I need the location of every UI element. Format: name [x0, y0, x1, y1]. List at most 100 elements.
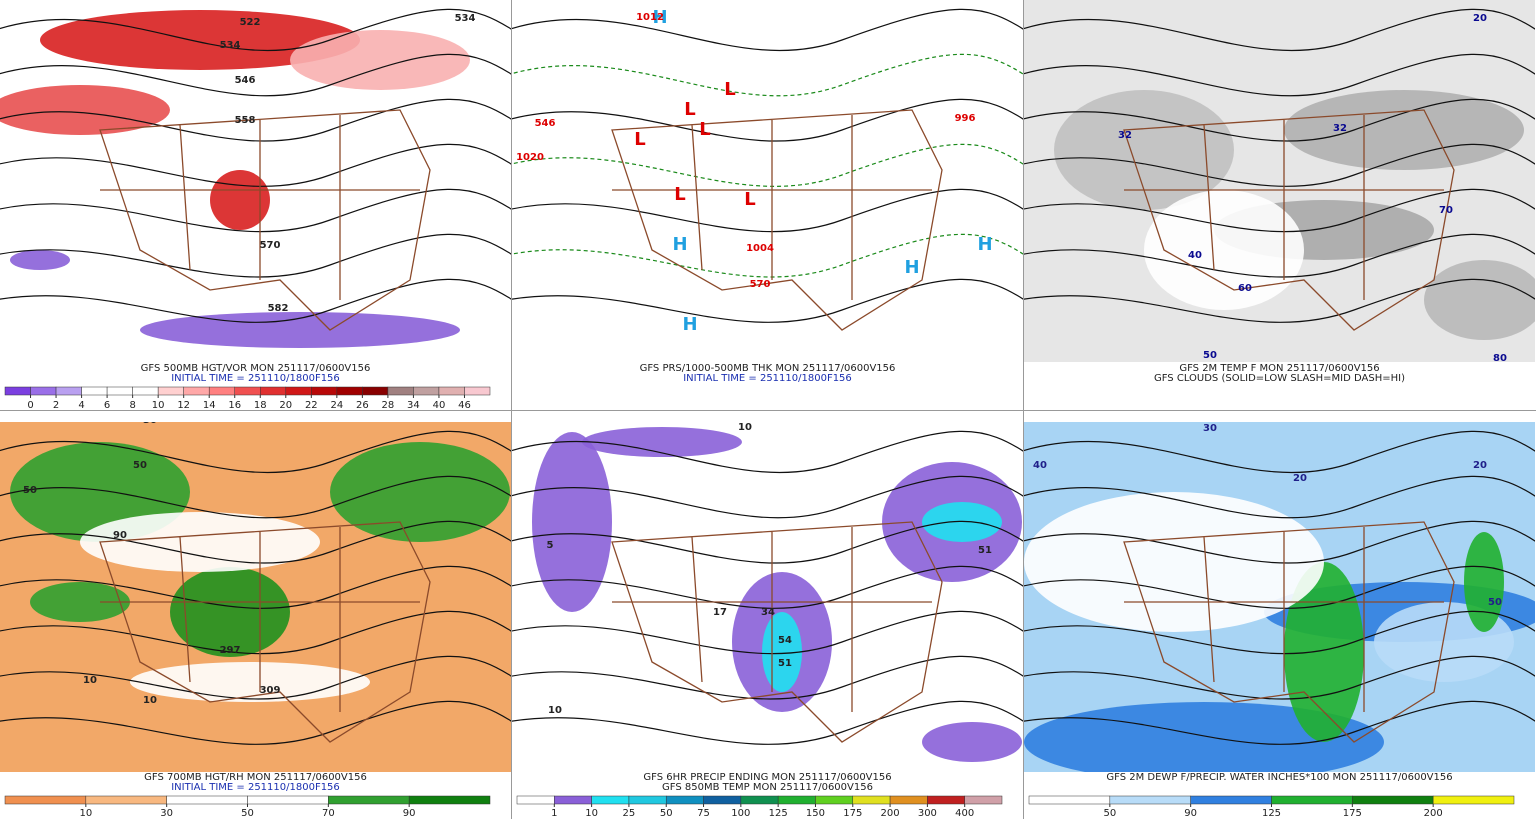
shaded-area [922, 502, 1002, 542]
colorbar-label: 200 [1424, 808, 1443, 819]
caption: GFS 6HR PRECIP ENDING MON 251117/0600V15… [643, 772, 891, 783]
contour-label: H [904, 257, 919, 278]
colorbar-segment [234, 386, 261, 396]
colorbar-segment [106, 386, 133, 396]
contour-label: 30 [143, 415, 157, 426]
contour-line [0, 233, 511, 278]
shaded-area [210, 170, 270, 230]
map-background [512, 0, 1023, 362]
shaded-area [1024, 492, 1324, 632]
colorbar-segment [166, 795, 248, 805]
contour-line [512, 565, 1023, 609]
contour-line [1024, 98, 1535, 142]
map: 32 40 50 60 70 80 32 20 [1024, 0, 1535, 362]
contour-line [0, 520, 511, 564]
contour-line [1024, 143, 1535, 187]
contour-line [1024, 278, 1535, 323]
colorbar-segment [183, 386, 210, 396]
contour-line [1024, 53, 1535, 97]
colorbar-segment [413, 386, 440, 396]
caption: GFS 700MB HGT/RH MON 251117/0600V156 [144, 772, 367, 783]
shaded-area [532, 432, 612, 612]
colorbar-label: 34 [407, 400, 420, 411]
colorbar-segment [247, 795, 329, 805]
caption: GFS 850MB TEMP MON 251117/0600V156 [662, 782, 873, 793]
colorbar-segment [703, 795, 742, 805]
contour-line [512, 520, 1023, 564]
map: 40 20 30 20 50 [1024, 422, 1535, 772]
contour-label: 32 [1333, 123, 1347, 134]
map: 534 546 558 570 582 522 534 [0, 0, 511, 362]
contour-line [0, 188, 511, 233]
colorbar-label: 26 [356, 400, 369, 411]
panel: 40 20 30 20 50 GFS 2M DEWP F/PRECIP. WATER IN… [1024, 422, 1535, 819]
shaded-area [290, 30, 470, 90]
contour-label: H [682, 314, 697, 335]
contour-label: 1004 [746, 243, 774, 254]
country-border [99, 109, 431, 331]
colorbar-segment [438, 386, 465, 396]
colorbar-segment [1271, 795, 1353, 805]
colorbar-label: 25 [623, 808, 636, 819]
contour-line [512, 53, 1023, 97]
contour-line [1024, 655, 1535, 700]
contour-label: 34 [761, 607, 775, 618]
contour-label: 17 [713, 607, 727, 618]
colorbar-segment [55, 386, 82, 396]
map: 5 17 34 54 51 51 10 10 [512, 422, 1023, 772]
contour-line [1024, 475, 1535, 519]
contour-line [1024, 188, 1535, 233]
contour-line [512, 8, 1023, 52]
contour-label: 10 [548, 705, 562, 716]
contour-line [512, 188, 1023, 233]
colorbar-segment [285, 386, 312, 396]
shaded-area [1144, 190, 1304, 310]
colorbar-segment [387, 386, 414, 396]
contour-label: 51 [978, 545, 992, 556]
colorbar-label: 18 [254, 400, 267, 411]
contour-label: 40 [1033, 460, 1047, 471]
colorbar-segment [1352, 795, 1434, 805]
contour-label: L [684, 99, 695, 120]
contour-label: 32 [1118, 130, 1132, 141]
colorbar-label: 10 [585, 808, 598, 819]
colorbar-label: 46 [458, 400, 471, 411]
colorbar-segment [311, 386, 338, 396]
colorbar-segment [4, 795, 87, 805]
colorbar-segment [81, 386, 108, 396]
colorbar-label: 200 [881, 808, 900, 819]
contour-label: 20 [1293, 473, 1307, 484]
shaded-area [330, 442, 510, 542]
colorbar-segment [85, 795, 167, 805]
shaded-area [170, 567, 290, 657]
colorbar-segment [554, 795, 592, 805]
colorbar-label: 400 [955, 808, 974, 819]
shaded-area [140, 312, 460, 348]
colorbar-label: 14 [203, 400, 216, 411]
contour-line [0, 475, 511, 519]
colorbar-segment [132, 386, 159, 396]
contour-line [1024, 8, 1535, 52]
contour-line [1024, 700, 1535, 745]
contour-line [512, 98, 1023, 142]
contour-line [0, 98, 511, 142]
shaded-area [1464, 532, 1504, 632]
contour-label: 570 [750, 279, 771, 290]
colorbar-segment [260, 386, 287, 396]
colorbar-segment [328, 795, 410, 805]
colorbar-label: 20 [279, 400, 292, 411]
colorbar-segment [1190, 795, 1272, 805]
contour-line [0, 8, 511, 52]
contour-label: 570 [260, 240, 281, 251]
colorbar-label: 28 [382, 400, 395, 411]
caption: GFS CLOUDS (SOLID=LOW SLASH=MID DASH=HI) [1154, 373, 1405, 384]
contour-line [0, 655, 511, 700]
shaded-area [80, 512, 320, 572]
panel: 32 40 50 60 70 80 32 20 GFS 2M TEMP F MON 251117… [1024, 0, 1535, 384]
colorbar-segment [4, 386, 31, 396]
colorbar-segment [1432, 795, 1515, 805]
contour-label: 70 [1439, 205, 1453, 216]
contour-label: H [977, 234, 992, 255]
